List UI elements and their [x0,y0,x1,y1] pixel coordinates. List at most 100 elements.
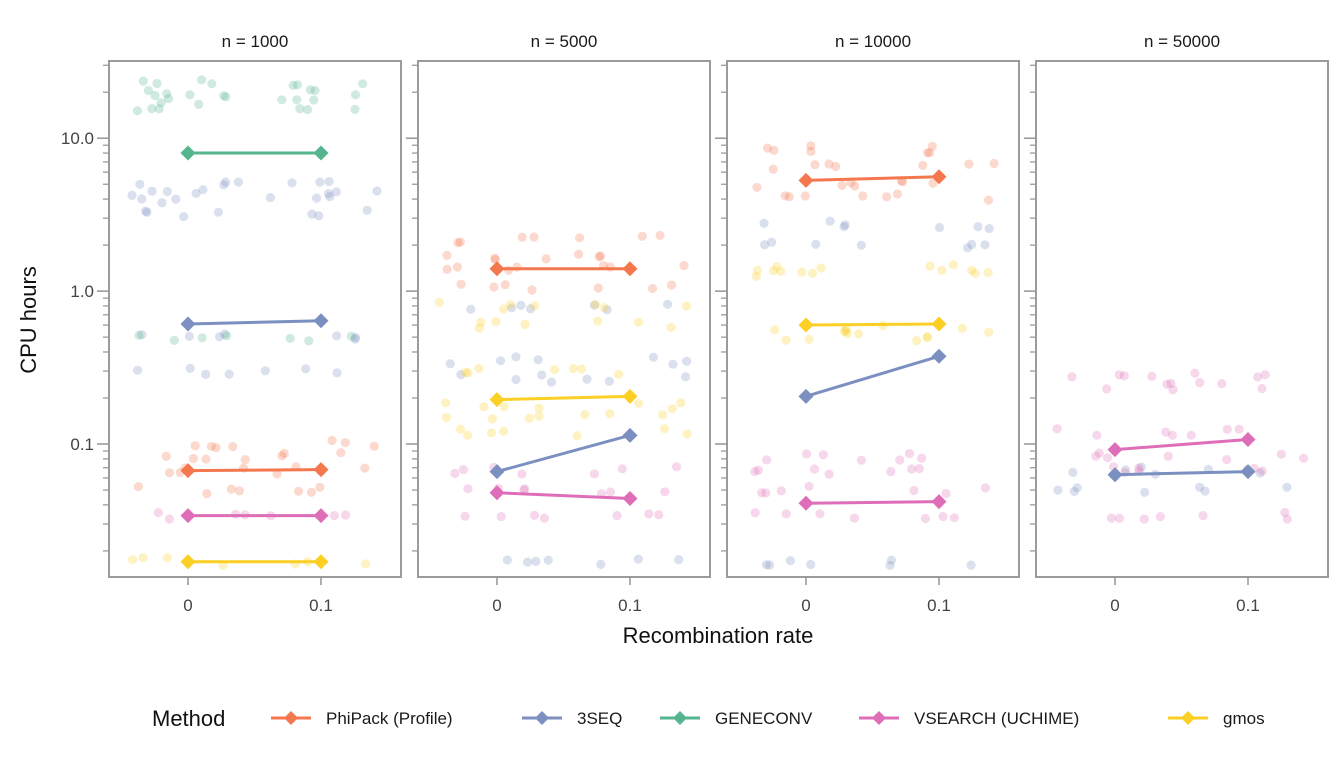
data-point [450,468,460,479]
data-point [511,352,521,362]
data-point [456,424,466,434]
data-point [504,265,514,275]
data-point [434,297,444,307]
data-point [752,182,762,192]
data-point [206,441,217,451]
data-point [143,85,153,96]
data-point [983,267,993,278]
data-point [185,90,195,100]
mean-marker [931,169,947,185]
data-point [824,159,834,169]
mean-marker [622,388,638,404]
data-point [750,508,760,518]
data-point [362,205,372,215]
data-point [325,192,335,202]
data-point [1299,453,1309,463]
data-point [474,363,484,373]
data-point [948,260,959,270]
data-point [1092,430,1102,440]
data-point [265,193,275,203]
data-point [128,555,138,565]
data-point [279,448,289,459]
data-point [499,426,509,436]
data-point [171,194,181,204]
data-point [293,486,304,496]
mean-marker [1240,432,1256,448]
data-point [589,300,600,310]
mean-line [805,500,940,505]
data-point [922,332,932,343]
legend-key-marker [1181,711,1195,725]
data-point [456,370,466,380]
data-point [1276,449,1286,459]
data-point [197,75,207,85]
mean-marker [313,508,329,524]
data-point [682,429,692,439]
y-tick-label: 10.0 [61,129,94,148]
mean-marker [313,145,329,161]
data-point [287,178,297,188]
data-point [441,413,452,423]
data-point [776,486,786,496]
data-point [489,282,499,292]
data-point [516,300,526,310]
data-point [1253,372,1263,382]
data-point [612,510,622,521]
data-point [1257,383,1267,394]
data-point [895,455,905,465]
data-point [201,454,211,464]
data-point [211,443,221,453]
data-point [806,559,816,570]
data-point [963,243,973,253]
data-point [934,222,945,233]
data-point [441,398,451,408]
data-point [285,333,295,343]
data-point [679,261,689,271]
data-point [228,442,238,452]
data-point [973,222,983,232]
data-point [928,178,938,188]
data-point [534,411,544,421]
data-point [647,283,658,294]
data-point [541,254,551,264]
data-point [147,186,157,196]
facet-title: n = 10000 [835,32,911,51]
data-point [660,424,670,434]
data-point [918,160,928,170]
data-point [1260,370,1270,380]
data-point [460,511,470,521]
data-point [453,238,463,248]
data-point [220,329,230,339]
data-point [332,331,342,341]
data-point [219,180,229,190]
data-point [1052,424,1062,434]
data-point [502,555,512,565]
data-point [1140,487,1150,497]
data-point [957,323,968,333]
legend-key-marker [673,711,687,725]
data-point [1200,486,1210,496]
facet-title: n = 5000 [531,32,598,51]
data-point [1134,463,1144,473]
data-point [831,161,841,172]
data-point [577,364,587,374]
data-point [360,463,370,473]
data-point [605,487,616,497]
mean-marker [180,316,196,332]
mean-marker [622,427,638,443]
data-point [816,263,826,273]
data-point [802,449,812,459]
data-point [295,104,305,114]
data-point [288,80,298,90]
data-point [315,482,325,492]
data-point [1234,424,1244,434]
data-point [681,372,691,382]
data-point [1198,510,1208,521]
data-point [663,299,673,309]
y-tick-label: 1.0 [70,282,94,301]
mean-marker [489,464,505,480]
data-point [445,359,455,369]
data-point [761,560,772,570]
data-point [1161,427,1171,437]
mean-marker [798,172,814,188]
